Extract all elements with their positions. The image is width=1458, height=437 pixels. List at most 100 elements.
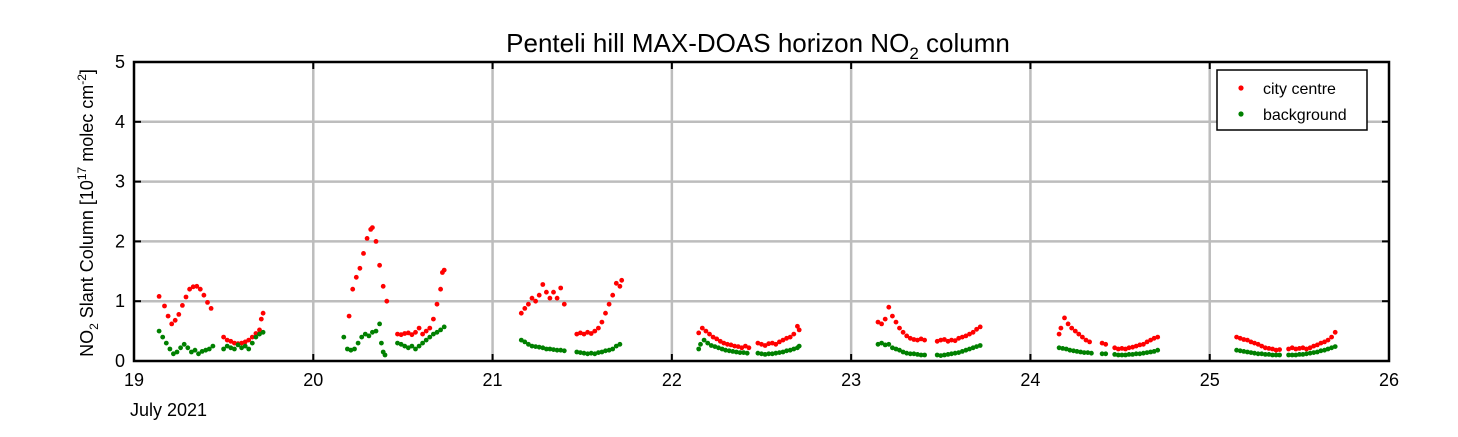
data-point: [1067, 347, 1073, 353]
data-point: [1085, 350, 1091, 355]
series-1: [156, 321, 1338, 358]
data-point: [952, 350, 958, 356]
data-point: [1074, 349, 1080, 354]
data-point: [536, 344, 542, 350]
data-point: [875, 319, 881, 325]
data-point: [1307, 345, 1313, 351]
data-point: [163, 340, 169, 346]
data-point: [533, 298, 538, 304]
data-point: [599, 349, 605, 355]
data-point: [617, 341, 623, 347]
data-point: [346, 313, 352, 319]
data-point: [1304, 351, 1309, 357]
data-point: [370, 329, 375, 335]
data-point: [260, 310, 266, 316]
data-point: [886, 304, 892, 310]
data-point: [1273, 352, 1279, 358]
data-point: [712, 344, 718, 349]
data-point: [728, 342, 734, 348]
data-point: [959, 334, 965, 340]
data-point: [402, 343, 408, 349]
data-point: [353, 274, 359, 280]
data-point: [1293, 352, 1299, 358]
data-point: [1056, 345, 1062, 351]
data-point: [755, 340, 761, 346]
data-point: [721, 340, 727, 346]
data-point: [696, 346, 702, 352]
y-tick-label: 3: [115, 172, 125, 192]
data-point: [599, 319, 605, 325]
data-point: [922, 337, 927, 343]
data-point: [963, 333, 969, 339]
data-point: [547, 346, 553, 352]
data-point: [1076, 331, 1082, 337]
data-point: [257, 331, 262, 337]
data-point: [938, 337, 944, 343]
data-point: [956, 350, 962, 355]
data-point: [423, 328, 429, 334]
data-point: [716, 345, 721, 351]
data-point: [423, 337, 429, 343]
data-point: [348, 347, 354, 353]
data-point: [409, 343, 415, 349]
data-point: [405, 330, 411, 336]
data-point: [197, 286, 203, 292]
data-point: [434, 301, 440, 307]
data-point: [886, 341, 892, 347]
data-point: [1277, 347, 1282, 352]
data-point: [714, 336, 720, 342]
data-point: [196, 351, 201, 357]
data-point: [759, 341, 764, 347]
data-point: [172, 317, 178, 323]
data-point: [1325, 346, 1331, 352]
data-point: [402, 331, 408, 336]
data-point: [1266, 352, 1272, 357]
data-point: [934, 352, 940, 358]
data-point: [544, 346, 549, 352]
data-point: [578, 330, 583, 336]
data-point: [380, 349, 386, 355]
data-point: [581, 350, 587, 356]
data-point: [610, 346, 616, 352]
data-point: [413, 329, 418, 335]
data-point: [1072, 328, 1078, 334]
data-point: [911, 351, 917, 357]
data-point: [1137, 351, 1143, 357]
data-point: [416, 325, 422, 331]
data-point: [1314, 342, 1320, 348]
data-point: [949, 351, 954, 357]
y-tick-label: 2: [115, 231, 125, 251]
x-tick-label: 19: [124, 370, 144, 390]
data-point: [755, 350, 761, 356]
data-point: [732, 343, 737, 349]
data-point: [1112, 352, 1118, 357]
y-axis-label: NO2 Slant Column [1017 molec cm-2]: [75, 69, 101, 357]
plot-frame: [132, 60, 1391, 363]
data-point: [249, 334, 255, 340]
data-point: [413, 346, 418, 352]
data-point: [1286, 352, 1291, 358]
data-point: [918, 352, 924, 358]
data-point: [431, 331, 436, 337]
data-point: [171, 351, 176, 357]
data-point: [574, 331, 580, 337]
data-point: [766, 351, 772, 357]
data-point: [232, 340, 237, 346]
data-point: [208, 306, 214, 311]
data-point: [606, 301, 612, 307]
data-point: [796, 327, 802, 333]
data-point: [900, 329, 906, 335]
data-point: [759, 351, 764, 357]
data-point: [581, 331, 587, 337]
data-point: [380, 283, 386, 289]
data-point: [710, 334, 716, 340]
data-point: [260, 329, 266, 335]
x-tick-label: 24: [1020, 370, 1040, 390]
data-point: [882, 316, 888, 322]
data-point: [547, 295, 553, 301]
data-point: [787, 347, 793, 353]
data-point: [780, 337, 786, 343]
data-points: [156, 225, 1338, 358]
